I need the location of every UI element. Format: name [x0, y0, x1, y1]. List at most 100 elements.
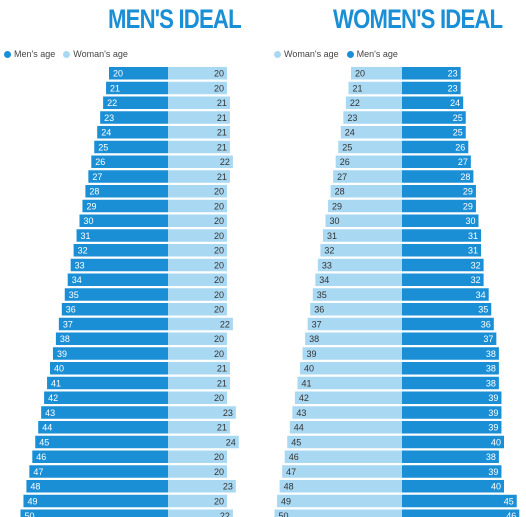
womens-right-bar: [402, 229, 482, 242]
mens-right-data-label: 21: [217, 172, 227, 182]
mens-left-bar: [58, 317, 168, 331]
womens-left-data-label: 47: [286, 467, 296, 477]
womens-left-bar: [294, 391, 402, 404]
womens-right-bar: [402, 317, 494, 331]
mens-right-data-label: 20: [214, 393, 224, 403]
womens-right-bar: [402, 332, 497, 345]
womens-left-bar: [322, 229, 402, 242]
mens-left-data-label: 48: [30, 482, 40, 492]
mens-left-data-label: 45: [39, 437, 49, 447]
mens-right-data-label: 20: [214, 216, 224, 226]
womens-left-bar: [287, 435, 402, 449]
womens-right-bar: [402, 435, 504, 449]
womens-right-bar: [402, 67, 461, 80]
mens-right-bar: [168, 170, 230, 183]
womens-left-bar: [307, 317, 402, 331]
womens-left-data-label: 44: [294, 423, 304, 433]
mens-right-data-label: 20: [214, 496, 224, 506]
mens-left-data-label: 32: [78, 246, 88, 256]
mens-left-bar: [97, 126, 168, 139]
mens-left-bar: [91, 155, 168, 168]
legend-label-mens-age: Men's age: [356, 49, 398, 59]
womens-right-data-label: 29: [463, 187, 473, 197]
mens-right-data-label: 21: [217, 113, 227, 123]
womens-right-data-label: 23: [448, 83, 458, 93]
womens-right-data-label: 38: [486, 364, 496, 374]
mens-right-data-label: 23: [223, 482, 233, 492]
womens-left-data-label: 34: [319, 275, 329, 285]
womens-left-bar: [345, 96, 402, 109]
womens-left-data-label: 26: [340, 157, 350, 167]
mens-right-bar: [168, 317, 233, 331]
womens-left-data-label: 25: [342, 142, 352, 152]
mens-left-bar: [44, 391, 168, 404]
womens-right-data-label: 34: [476, 290, 486, 300]
womens-right-data-label: 40: [491, 437, 501, 447]
mens-right-data-label: 21: [217, 142, 227, 152]
womens-left-data-label: 39: [307, 349, 317, 359]
mens-right-bar: [168, 244, 227, 257]
mens-right-bar: [168, 347, 227, 360]
mens-right-data-label: 21: [217, 423, 227, 433]
mens-left-data-label: 34: [72, 275, 82, 285]
mens-left-bar: [38, 421, 169, 434]
womens-right-bar: [402, 258, 484, 272]
womens-right-bar: [402, 214, 479, 227]
womens-left-data-label: 40: [304, 364, 314, 374]
mens-right-data-label: 20: [214, 305, 224, 315]
womens-left-bar: [274, 509, 402, 517]
mens-left-bar: [20, 509, 168, 517]
mens-ideal-title: MEN'S IDEAL: [108, 4, 242, 34]
mens-left-bar: [109, 67, 168, 80]
mens-right-bar: [168, 465, 227, 478]
womens-left-bar: [328, 199, 402, 213]
legend-swatch-womans-age: [63, 50, 71, 58]
womens-right-data-label: 38: [486, 349, 496, 359]
womens-right-bar: [402, 288, 489, 301]
mens-left-bar: [85, 185, 168, 198]
mens-right-bar: [168, 450, 227, 463]
womens-right-bar: [402, 465, 502, 478]
womens-left-data-label: 23: [347, 113, 357, 123]
mens-right-data-label: 23: [223, 408, 233, 418]
mens-right-bar: [168, 155, 233, 168]
womens-right-data-label: 30: [465, 216, 475, 226]
mens-right-bar: [168, 376, 230, 390]
mens-right-bar: [168, 391, 227, 404]
mens-right-bar: [168, 303, 227, 316]
mens-left-data-label: 35: [69, 290, 79, 300]
mens-left-data-label: 39: [57, 349, 67, 359]
womens-left-data-label: 32: [324, 246, 334, 256]
womens-right-bar: [402, 406, 502, 419]
mens-left-data-label: 42: [48, 393, 58, 403]
womens-left-data-label: 27: [337, 172, 347, 182]
womens-right-data-label: 24: [450, 98, 460, 108]
mens-right-data-label: 22: [220, 511, 230, 517]
womens-right-bar: [402, 81, 461, 95]
womens-right-data-label: 45: [504, 496, 514, 506]
legend-label-womans-age: Woman's age: [284, 49, 339, 59]
mens-left-data-label: 36: [66, 305, 76, 315]
womens-left-data-label: 50: [279, 511, 289, 517]
mens-right-bar: [168, 421, 230, 434]
mens-right-bar: [168, 126, 230, 139]
mens-left-data-label: 46: [36, 452, 46, 462]
legend-swatch-womans-age: [274, 50, 281, 58]
mens-right-bar: [168, 214, 227, 227]
mens-left-data-label: 37: [63, 319, 73, 329]
womens-right-bar: [402, 421, 502, 434]
legend-entry-womans-age: Woman's age: [274, 49, 339, 59]
womens-right-bar: [402, 450, 499, 463]
womens-left-bar: [320, 244, 402, 257]
mens-left-bar: [67, 273, 168, 286]
mens-left-bar: [32, 450, 168, 463]
womens-left-data-label: 22: [350, 98, 360, 108]
womens-right-data-label: 37: [483, 334, 493, 344]
womens-left-data-label: 42: [299, 393, 309, 403]
womens-right-bar: [402, 244, 482, 257]
womens-right-data-label: 25: [453, 128, 463, 138]
womens-right-data-label: 39: [488, 393, 498, 403]
womens-left-data-label: 20: [355, 69, 365, 79]
womens-left-bar: [305, 332, 402, 345]
womens-left-data-label: 28: [335, 187, 345, 197]
